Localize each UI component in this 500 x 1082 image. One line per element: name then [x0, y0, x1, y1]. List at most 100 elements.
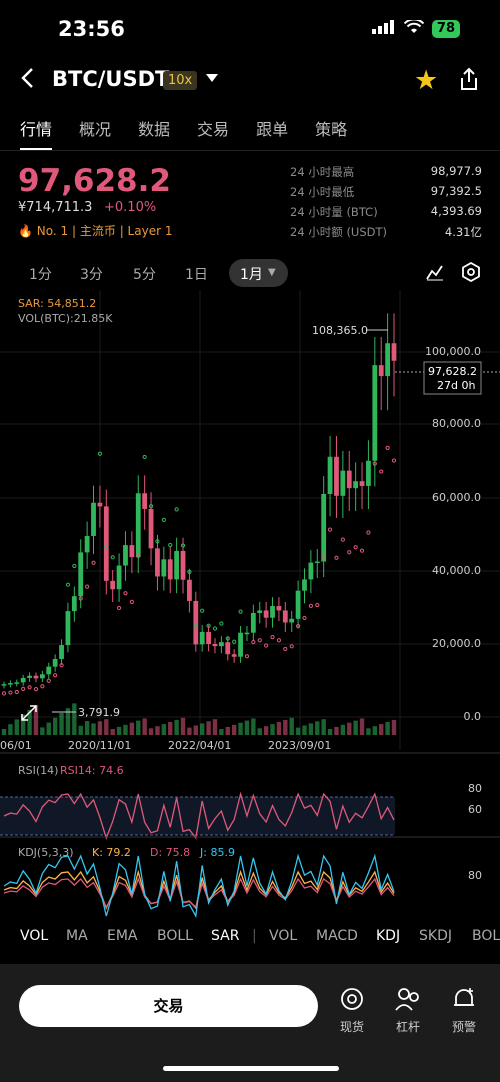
volume-bar: [372, 726, 378, 735]
y-tick-label: 20,000.0: [432, 637, 481, 650]
ind-sar[interactable]: SAR: [211, 928, 240, 944]
sar-dot: [289, 644, 294, 649]
settings-icon[interactable]: [461, 261, 481, 286]
candle-body: [334, 456, 339, 496]
alert-button[interactable]: 预警: [444, 986, 484, 1035]
spot-button[interactable]: 现货: [332, 986, 372, 1035]
candle-body: [366, 460, 371, 486]
sar-dot: [116, 605, 122, 611]
candle-body: [59, 645, 64, 659]
timeframe-3m[interactable]: 3分: [80, 267, 103, 283]
kdj-j-line: [3, 853, 395, 919]
sar-dot: [136, 553, 141, 559]
candle-body: [340, 470, 346, 496]
tag-mainstream[interactable]: 主流币: [79, 224, 116, 238]
low-marker: 3,791.9: [78, 706, 120, 719]
sar-dot: [353, 545, 358, 550]
candle-body: [321, 493, 327, 562]
volume-bar: [385, 722, 390, 735]
volume-bar: [283, 719, 288, 735]
volume-bar: [40, 727, 45, 735]
status-icons: 78: [371, 18, 460, 38]
volume-bar: [129, 722, 135, 735]
sar-dot: [104, 544, 109, 549]
wifi-icon: [403, 18, 425, 38]
star-icon[interactable]: ★: [414, 65, 439, 96]
sar-dot: [334, 555, 339, 560]
volume-bar: [251, 718, 256, 735]
ind-skdj[interactable]: SKDJ: [419, 928, 452, 944]
ind-boll-sub[interactable]: BOL: [472, 928, 500, 944]
ind-vol[interactable]: VOL: [20, 928, 49, 944]
sar-dot: [251, 640, 256, 645]
alert-label: 预警: [451, 1020, 476, 1034]
expand-icon[interactable]: [21, 705, 37, 721]
share-icon[interactable]: [458, 67, 480, 95]
candle-body: [84, 535, 90, 553]
timeframe-1d[interactable]: 1日: [185, 267, 208, 283]
chevron-down-icon[interactable]: [206, 71, 218, 87]
kdj-tick: 80: [468, 869, 482, 882]
leverage-badge: 10x: [163, 71, 198, 90]
candle-body: [314, 561, 320, 564]
sar-dot: [379, 469, 384, 474]
chevron-down-icon[interactable]: ▼: [268, 267, 276, 278]
candle-body: [148, 508, 154, 549]
candle-body: [372, 365, 378, 461]
stat-label: 24 小时量 (BTC): [290, 205, 378, 219]
ind-ema[interactable]: EMA: [107, 928, 138, 944]
cny-price: ¥714,711.3: [18, 200, 93, 215]
volume-bar: [123, 724, 128, 735]
volume-bar: [289, 717, 294, 735]
tab-overview[interactable]: 概况: [79, 120, 112, 139]
candle-body: [263, 610, 269, 618]
candle-body: [71, 596, 77, 612]
volume-bar: [8, 724, 13, 735]
timeframe-5m[interactable]: 5分: [133, 267, 156, 283]
sar-dot: [53, 673, 58, 678]
kline-chart[interactable]: 100,000.0 80,000.0 60,000.0 40,000.0 20,000.…: [0, 290, 500, 920]
ind-ma[interactable]: MA: [66, 928, 88, 944]
indicator-icon[interactable]: [425, 263, 445, 285]
x-tick-label: 06/01: [0, 739, 32, 752]
volume-bar: [65, 708, 71, 735]
volume-bar: [231, 724, 237, 735]
pair-title[interactable]: BTC/USDT: [52, 67, 170, 91]
tab-market[interactable]: 行情: [20, 116, 53, 150]
y-tick-label: 0.0: [464, 710, 482, 723]
timeframe-1m[interactable]: 1分: [29, 267, 52, 283]
header: BTC/USDT 10x ★: [0, 63, 500, 99]
ind-kdj[interactable]: KDJ: [376, 928, 401, 944]
ind-vol-sub[interactable]: VOL: [269, 928, 298, 944]
y-tick-label: 60,000.0: [432, 491, 481, 504]
kdj-j: J: 85.9: [199, 846, 235, 859]
y-tick-label: 100,000.0: [425, 345, 481, 358]
timeframe-1mo[interactable]: 1月: [240, 267, 263, 283]
sar-dot: [110, 555, 115, 560]
candle-body: [180, 550, 186, 580]
separator: |: [71, 224, 80, 238]
tab-data[interactable]: 数据: [138, 120, 171, 139]
leverage-button[interactable]: 杠杆: [388, 986, 428, 1035]
volume-bar: [84, 721, 90, 735]
ind-boll[interactable]: BOLL: [157, 928, 193, 944]
trade-button[interactable]: 交易: [19, 985, 318, 1027]
sar-dot: [174, 507, 179, 512]
candle-body: [193, 600, 199, 645]
candle-body: [91, 502, 96, 536]
ind-macd[interactable]: MACD: [316, 928, 358, 944]
tab-trade[interactable]: 交易: [197, 120, 230, 139]
volume-bar: [270, 724, 275, 735]
tab-strategy[interactable]: 策略: [315, 120, 348, 139]
sar-dot: [1, 691, 7, 696]
x-axis-labels: 06/01 2020/11/01 2022/04/01 2023/09/01: [0, 739, 331, 752]
volume-bar: [257, 728, 262, 735]
candle-body: [27, 675, 32, 678]
tab-copy[interactable]: 跟单: [256, 120, 289, 139]
volume-bar: [148, 728, 154, 735]
sar-dot: [8, 690, 13, 695]
volume-bar: [1, 729, 7, 735]
sar-dot: [97, 451, 103, 456]
tag-layer1[interactable]: Layer 1: [127, 224, 173, 238]
back-icon[interactable]: [20, 67, 34, 94]
